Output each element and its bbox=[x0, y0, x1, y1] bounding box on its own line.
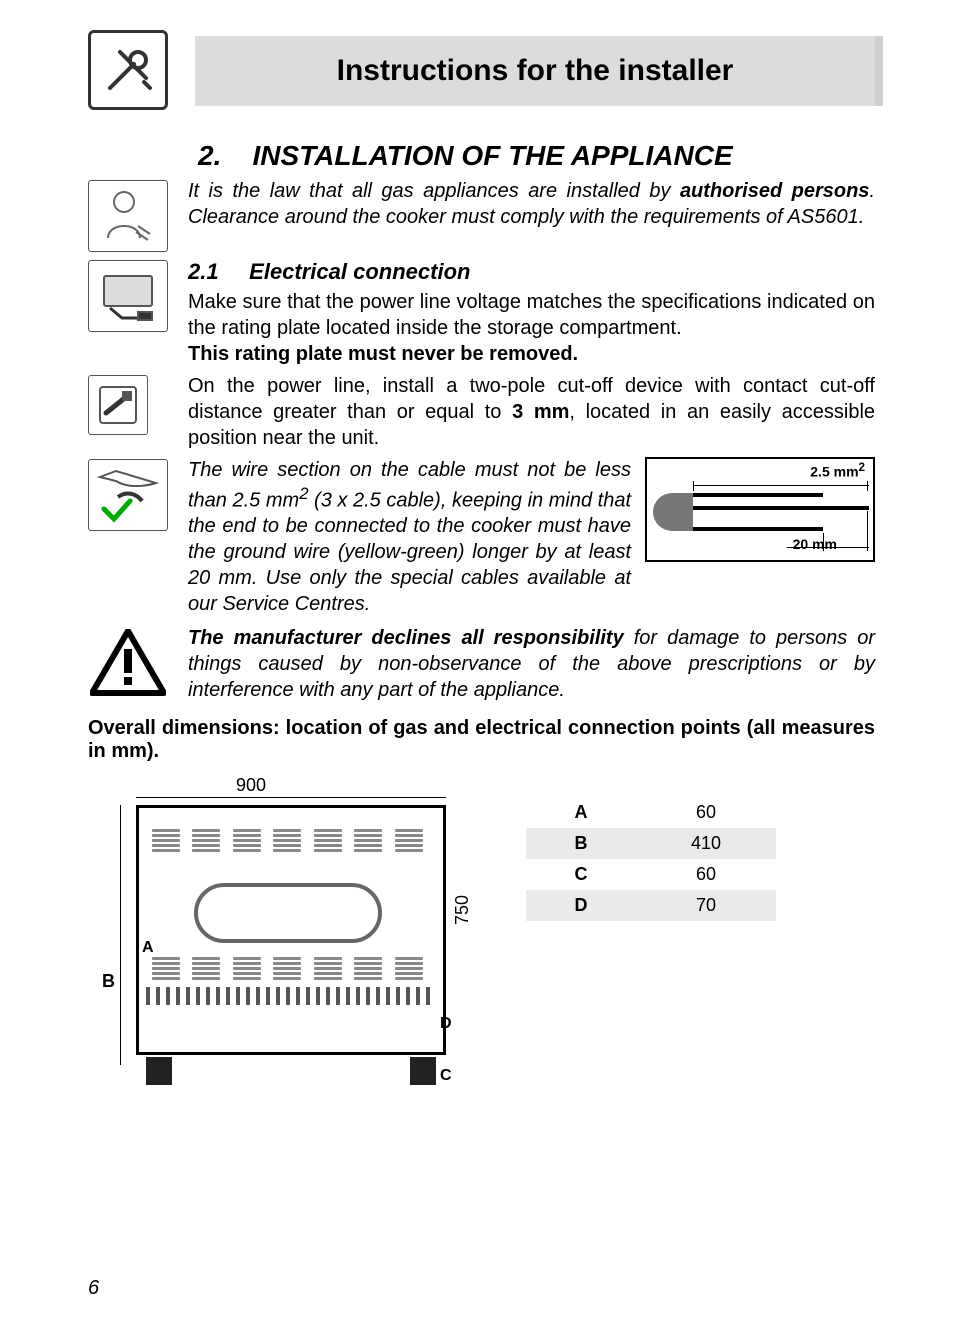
section-heading: 2. INSTALLATION OF THE APPLIANCE bbox=[198, 140, 875, 172]
header-title: Instructions for the installer bbox=[337, 54, 734, 88]
tools-icon bbox=[88, 30, 168, 110]
section-title-text: INSTALLATION OF THE APPLIANCE bbox=[252, 140, 732, 171]
dim-key: D bbox=[526, 890, 636, 921]
dimensions-table: A60 B410 C60 D70 bbox=[526, 797, 776, 1095]
cutoff-paragraph: On the power line, install a two-pole cu… bbox=[188, 373, 875, 451]
electrical-paragraph: 2.1 Electrical connection Make sure that… bbox=[188, 258, 875, 367]
elec-p1-bold: This rating plate must never be removed. bbox=[188, 343, 578, 365]
dim-val: 410 bbox=[636, 828, 776, 859]
dim-key: C bbox=[526, 859, 636, 890]
subsection-number: 2.1 bbox=[188, 259, 219, 284]
dimensions-heading: Overall dimensions: location of gas and … bbox=[88, 717, 875, 763]
table-row: D70 bbox=[526, 890, 776, 921]
plug-icon bbox=[88, 260, 168, 332]
intro-pre: It is the law that all gas appliances ar… bbox=[188, 180, 680, 202]
wire-paragraph: The wire section on the cable must not b… bbox=[188, 457, 645, 618]
table-row: B410 bbox=[526, 828, 776, 859]
cooker-width-label: 900 bbox=[236, 775, 266, 796]
cooker-label-b: B bbox=[102, 971, 115, 992]
cable-top-label: 2.5 mm bbox=[810, 463, 858, 479]
cooker-label-a: A bbox=[142, 939, 154, 957]
cooker-label-c: C bbox=[440, 1067, 452, 1085]
warning-paragraph: The manufacturer declines all responsibi… bbox=[188, 625, 875, 703]
warn-bold: The manufacturer declines all responsibi… bbox=[188, 627, 624, 649]
elec-p1: Make sure that the power line voltage ma… bbox=[188, 291, 875, 339]
cutoff-bold: 3 mm bbox=[512, 401, 569, 423]
cooker-height-label: 750 bbox=[452, 895, 473, 925]
dim-key: B bbox=[526, 828, 636, 859]
warning-icon bbox=[88, 627, 168, 699]
subsection-title: Electrical connection bbox=[249, 259, 470, 284]
cable-ok-icon bbox=[88, 459, 168, 531]
dim-val: 70 bbox=[636, 890, 776, 921]
table-row: C60 bbox=[526, 859, 776, 890]
cable-diagram: 2.5 mm2 20 mm bbox=[645, 457, 875, 562]
cable-top-sup: 2 bbox=[859, 461, 865, 474]
switch-icon bbox=[88, 375, 148, 435]
cooker-diagram: 900 bbox=[106, 775, 466, 1095]
section-number: 2. bbox=[198, 140, 221, 171]
person-icon bbox=[88, 180, 168, 252]
dim-val: 60 bbox=[636, 859, 776, 890]
cooker-label-d: D bbox=[440, 1015, 452, 1033]
dim-val: 60 bbox=[636, 797, 776, 828]
dim-key: A bbox=[526, 797, 636, 828]
table-row: A60 bbox=[526, 797, 776, 828]
header-band: Instructions for the installer bbox=[195, 36, 875, 106]
intro-paragraph: It is the law that all gas appliances ar… bbox=[188, 178, 875, 252]
intro-bold: authorised persons bbox=[680, 180, 870, 202]
page-number: 6 bbox=[88, 1277, 99, 1300]
cable-bottom-label: 20 mm bbox=[793, 536, 837, 552]
